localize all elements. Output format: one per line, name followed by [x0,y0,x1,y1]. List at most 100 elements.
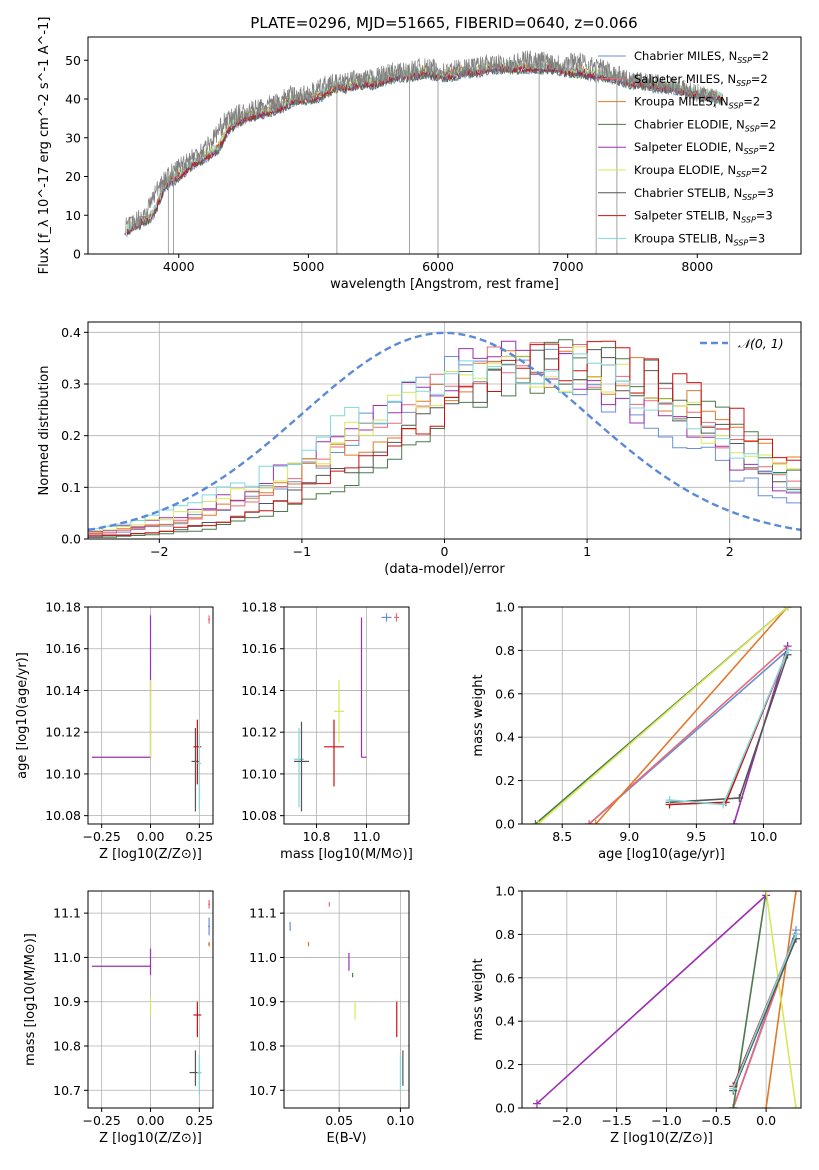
x-tick-label: 8000 [681,259,713,274]
series-marker [531,820,540,824]
series-marker [792,891,801,895]
x-axis-label: Z [log10(Z/Z⊙)] [99,1131,202,1146]
x-tick-label: −1.0 [651,1113,681,1128]
y-tick-label: 10.16 [241,641,277,656]
y-tick-label: 10.9 [249,994,277,1009]
x-tick-label: 11.0 [353,829,381,844]
series-line [765,891,797,1108]
data-spectrum-line [123,49,717,236]
legend-entry: Salpeter ELODIE, NSSP=2 [634,140,775,156]
x-tick-label: −2.0 [552,1113,582,1128]
y-tick-label: 0.6 [495,970,515,985]
panel-3: −0.25 0.00 0.25 10.08 10.10 10.12 10.14 10.16 10… [15,600,214,862]
series-marker [735,793,744,802]
x-tick-label: 0.00 [137,1113,165,1128]
x-axis-label: Z [log10(Z/Z⊙)] [99,847,202,862]
series-marker [729,820,738,824]
panel-7: 0.05 0.10 10.7 10.8 10.9 11.0 11.1 E(B-V) [249,890,414,1146]
x-tick-label: 7000 [552,259,584,274]
y-tick-label: 0.2 [495,773,515,788]
series-line [536,894,767,1105]
axes-frame [283,606,410,825]
residual-histogram [88,340,801,537]
x-axis-label: E(B-V) [326,1131,366,1146]
x-tick-label: 4000 [163,259,195,274]
series-marker [729,1104,738,1108]
y-tick-label: 10.14 [45,683,81,698]
y-tick-label: 10.18 [45,600,81,615]
series-marker [792,1104,801,1108]
y-axis-label: Normed distribution [37,366,52,496]
x-tick-label: 8.5 [552,829,572,844]
y-tick-label: 0.0 [61,532,81,547]
series-marker [792,930,801,939]
x-tick-label: 0 [441,544,449,559]
y-tick-label: 0.2 [61,428,81,443]
y-tick-label: 0.8 [495,643,515,658]
x-tick-label: 0.10 [386,1113,414,1128]
y-tick-label: 11.0 [53,950,81,965]
x-tick-label: 0.0 [756,1113,776,1128]
panel-2: −2 −1 0 1 2 0.0 0.1 0.2 0.3 0.4 (data-model)/error… [37,321,802,577]
legend-entry: Salpeter MILES, NSSP=2 [634,72,768,88]
y-tick-label: 0.1 [61,480,81,495]
legend-entry: Kroupa ELODIE, NSSP=2 [634,163,768,179]
x-axis-label: (data-model)/error [384,562,505,577]
y-tick-label: 10.12 [241,725,277,740]
y-tick-label: 10.10 [45,766,81,781]
x-tick-label: 0.00 [137,829,165,844]
y-tick-label: 11.1 [249,906,277,921]
y-axis-label: Flux [f_λ 10^-17 erg cm^-2 s^-1 A^-1] [37,17,52,275]
axes-frame [87,36,802,255]
x-tick-label: −1 [293,544,311,559]
y-tick-label: 0.4 [61,325,81,340]
series-line [537,607,789,824]
plot-area [531,607,792,824]
y-tick-label: 20 [65,169,81,184]
legend-entry: Chabrier MILES, NSSP=2 [634,49,769,65]
y-tick-label: 0.6 [495,686,515,701]
y-tick-label: 10.08 [241,808,277,823]
x-tick-label: 2 [726,544,734,559]
legend-entry: Chabrier ELODIE, NSSP=2 [634,117,776,133]
axes-frame [521,606,802,825]
legend-entry: Salpeter STELIB, NSSP=3 [634,209,773,225]
x-tick-label: 0.25 [185,829,213,844]
series-marker [783,646,792,655]
y-tick-label: 0.2 [495,1057,515,1072]
series-line [732,934,797,1089]
y-tick-label: 40 [65,92,81,107]
y-tick-label: 30 [65,130,81,145]
x-axis-label: wavelength [Angstrom, rest frame] [330,277,559,292]
plot-area [88,331,801,538]
plot-area [294,613,399,812]
y-tick-label: 0.3 [61,377,81,392]
plot-area [289,902,404,1091]
legend-entry: Kroupa MILES, NSSP=2 [634,95,760,111]
y-tick-label: 11.0 [249,950,277,965]
y-tick-label: 10.18 [241,600,277,615]
panel-5: 8.5 9.0 9.5 10.0 0.0 0.2 0.4 0.6 0.8 1.0 age [log1… [471,600,802,862]
y-tick-label: 10.10 [241,766,277,781]
x-tick-label: −1.5 [601,1113,631,1128]
y-axis-label: age [log10(age/yr)] [15,652,30,779]
x-tick-label: 9.5 [686,829,706,844]
x-tick-label: −0.5 [701,1113,731,1128]
series-marker [532,1099,541,1108]
gaussian-curve [88,331,801,532]
legend: Chabrier MILES, NSSP=2 Salpeter MILES, NS… [598,49,776,247]
residual-histogram [88,353,801,530]
y-tick-label: 10.7 [249,1083,277,1098]
x-axis-label: mass [log10(M/M⊙)] [280,847,413,862]
plot-area [91,899,211,1095]
y-axis-label: mass weight [471,674,486,756]
series-marker [534,820,543,824]
series-marker [783,607,792,611]
panel-4: 10.8 11.0 10.08 10.10 10.12 10.14 10.16 10.18 ma… [241,600,413,863]
y-tick-label: 1.0 [495,884,515,899]
y-tick-label: 10.9 [53,994,81,1009]
x-tick-label: 10.0 [750,829,778,844]
x-tick-label: 0.05 [325,1113,353,1128]
x-tick-label: 5000 [292,259,324,274]
y-tick-label: 1.0 [495,600,515,615]
